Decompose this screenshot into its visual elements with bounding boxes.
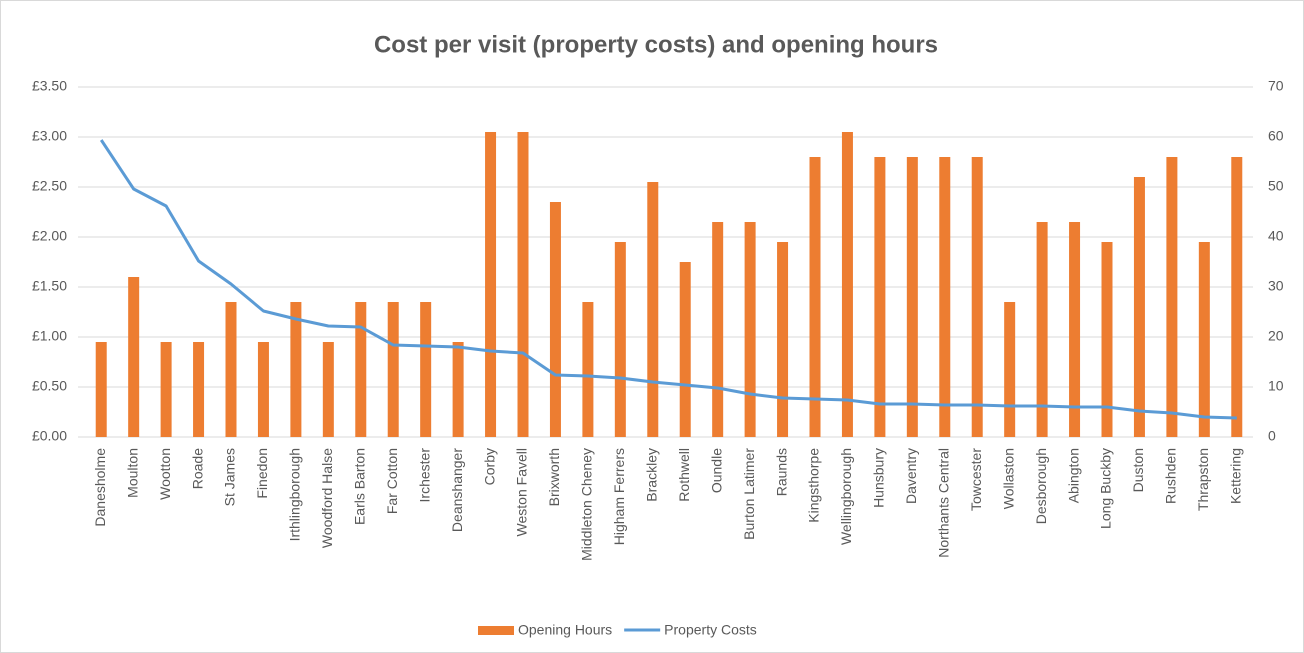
bar [744, 222, 756, 437]
bar [420, 302, 432, 437]
x-tick-label: Middleton Cheney [579, 448, 595, 561]
x-tick-label: Higham Ferrers [611, 448, 627, 545]
x-tick-label: Long Buckby [1098, 448, 1114, 529]
x-tick-label: Burton Latimer [741, 448, 757, 540]
x-tick-label: Towcester [968, 448, 984, 511]
bar [485, 132, 497, 437]
x-tick-label: Irchester [416, 448, 432, 503]
bar [355, 302, 367, 437]
x-tick-label: Far Cotton [384, 448, 400, 514]
bar [452, 342, 464, 437]
bar [387, 302, 399, 437]
x-tick-label: St James [222, 448, 238, 506]
bar [874, 157, 886, 437]
x-tick-label: Daventry [903, 448, 919, 504]
x-tick-label: Wellingborough [838, 448, 854, 545]
bar [777, 242, 789, 437]
y-tick-label: £1.00 [32, 328, 67, 344]
bar [1231, 157, 1243, 437]
x-tick-label: Weston Favell [514, 448, 530, 536]
bar [128, 277, 140, 437]
x-tick-label: Brackley [643, 448, 659, 502]
y2-tick-label: 70 [1268, 78, 1284, 94]
y2-tick-label: 60 [1268, 128, 1284, 144]
x-tick-label: Danesholme [92, 448, 108, 527]
bar [1069, 222, 1081, 437]
bar [225, 302, 237, 437]
y-tick-label: £0.00 [32, 428, 67, 444]
bar [841, 132, 853, 437]
bar [679, 262, 691, 437]
y2-tick-label: 20 [1268, 328, 1284, 344]
bar [1166, 157, 1178, 437]
bar [1004, 302, 1016, 437]
y2-tick-label: 0 [1268, 428, 1276, 444]
x-tick-label: Kettering [1227, 448, 1243, 504]
legend-swatch [478, 626, 514, 635]
bar [939, 157, 951, 437]
bar [809, 157, 821, 437]
bar [1101, 242, 1113, 437]
y2-tick-label: 50 [1268, 178, 1284, 194]
y-tick-label: £2.00 [32, 228, 67, 244]
x-tick-label: Desborough [1033, 448, 1049, 524]
y-tick-label: £1.50 [32, 278, 67, 294]
bar [322, 342, 334, 437]
x-tick-label: Finedon [254, 448, 270, 499]
line [99, 139, 1237, 420]
bar [971, 157, 983, 437]
x-tick-label: Moulton [124, 448, 140, 498]
legend-label: Property Costs [664, 622, 757, 638]
x-tick-label: Oundle [708, 448, 724, 493]
bar [1133, 177, 1145, 437]
chart-title: Cost per visit (property costs) and open… [374, 31, 938, 58]
bar [95, 342, 107, 437]
bar [647, 182, 659, 437]
x-tick-label: Hunsbury [871, 448, 887, 508]
y2-tick-label: 30 [1268, 278, 1284, 294]
bar [517, 132, 529, 437]
x-tick-label: Raunds [773, 448, 789, 496]
x-tick-label: Kingsthorpe [806, 448, 822, 523]
x-tick-label: Northants Central [935, 448, 951, 558]
bar [906, 157, 918, 437]
y2-tick-label: 10 [1268, 378, 1284, 394]
bar [1036, 222, 1048, 437]
x-tick-label: Roade [189, 448, 205, 489]
y-tick-label: £3.00 [32, 128, 67, 144]
x-tick-label: Earls Barton [351, 448, 367, 525]
bar [614, 242, 626, 437]
x-tick-label: Rothwell [676, 448, 692, 502]
y-tick-label: £3.50 [32, 78, 67, 94]
x-tick-label: Thrapston [1195, 448, 1211, 511]
y-tick-label: £2.50 [32, 178, 67, 194]
x-tick-label: Brixworth [546, 448, 562, 506]
bar [549, 202, 561, 437]
bar [290, 302, 302, 437]
y2-tick-label: 40 [1268, 228, 1284, 244]
bar [582, 302, 594, 437]
x-tick-label: Wootton [157, 448, 173, 500]
x-tick-label: Irthlingborough [287, 448, 303, 541]
x-tick-label: Woodford Halse [319, 448, 335, 548]
x-tick-label: Corby [481, 448, 497, 485]
legend-label: Opening Hours [518, 622, 612, 638]
bar [193, 342, 205, 437]
bar [1198, 242, 1210, 437]
x-tick-label: Abington [1065, 448, 1081, 503]
x-tick-label: Deanshanger [449, 448, 465, 532]
x-tick-label: Duston [1130, 448, 1146, 492]
y-tick-label: £0.50 [32, 378, 67, 394]
bar [712, 222, 724, 437]
bar [160, 342, 172, 437]
bar [257, 342, 269, 437]
x-tick-label: Rushden [1163, 448, 1179, 504]
x-tick-label: Wollaston [1000, 448, 1016, 509]
